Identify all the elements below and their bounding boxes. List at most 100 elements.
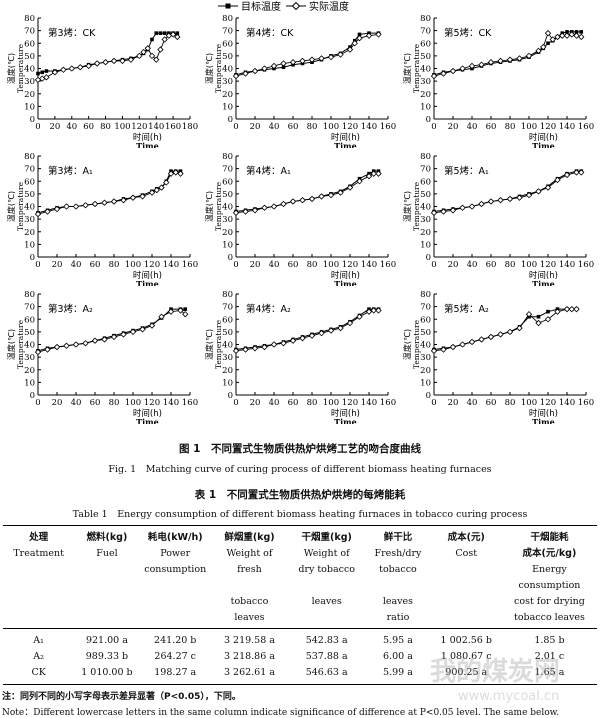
data-point-actual xyxy=(174,33,181,41)
table-header-en-row: leaves ratio tobacco leaves xyxy=(3,610,597,629)
y-tick-label: 30 xyxy=(24,353,35,363)
data-point-actual xyxy=(102,59,109,66)
x-tick-label: 20 xyxy=(448,398,459,408)
y-tick-label: 60 xyxy=(222,177,233,187)
y-tick-label: 0 xyxy=(426,391,431,401)
data-point-actual xyxy=(370,170,377,177)
data-point-actual xyxy=(34,210,42,218)
series-line-target xyxy=(433,308,577,351)
data-point-actual xyxy=(158,184,165,191)
data-point-actual xyxy=(430,72,438,80)
x-tick-label: 100 xyxy=(323,398,339,408)
y-tick-label: 50 xyxy=(420,328,431,338)
x-tick-label: 40 xyxy=(71,260,82,270)
data-point-target xyxy=(36,71,40,76)
table-header-cell: 成本(元/kg) xyxy=(522,548,577,559)
table-cell: 546.63 a xyxy=(288,665,366,685)
y-tick-label: 60 xyxy=(222,315,233,325)
y-tick-label: 70 xyxy=(420,303,431,313)
table-header-cell: consumption xyxy=(144,564,207,575)
data-point-target xyxy=(536,314,541,319)
y-tick-label: 80 xyxy=(24,14,35,24)
y-axis-label-en: Temperature xyxy=(214,43,223,93)
y-tick-label: 20 xyxy=(222,366,233,376)
y-axis-label: 温度(℃) xyxy=(204,53,214,84)
y-tick-label: 50 xyxy=(222,52,233,62)
x-tick-label: 40 xyxy=(66,122,77,132)
series-line-actual xyxy=(433,308,577,352)
x-tick-label: 100 xyxy=(323,260,339,270)
data-point-actual xyxy=(140,48,147,56)
data-point-actual xyxy=(449,67,457,75)
panel-title: 第4烤：A₂ xyxy=(246,303,291,315)
data-point-actual xyxy=(535,47,542,54)
data-point-actual xyxy=(77,64,84,71)
y-tick-label: 20 xyxy=(24,228,35,238)
x-tick-label: 60 xyxy=(90,398,101,408)
table-header-cell: Fuel xyxy=(96,548,118,559)
series-line-actual xyxy=(433,32,582,77)
data-point-actual xyxy=(535,188,542,195)
table-header-cell: leaves xyxy=(382,596,414,607)
data-point-actual xyxy=(308,195,316,203)
x-tick-label: 0 xyxy=(35,260,40,270)
series-line-actual xyxy=(235,33,379,77)
y-tick-label: 40 xyxy=(420,341,431,351)
x-tick-label: 40 xyxy=(269,260,280,270)
data-point-actual xyxy=(280,340,287,347)
data-point-target xyxy=(158,31,163,35)
chart-legend: 目标温度 实际温度 xyxy=(218,0,349,12)
data-point-actual xyxy=(177,307,184,314)
y-tick-label: 10 xyxy=(420,378,431,388)
data-point-actual xyxy=(153,56,160,63)
table-header-cell xyxy=(3,610,75,629)
data-point-actual xyxy=(299,57,306,65)
data-point-actual xyxy=(110,198,118,205)
x-tick-label: 60 xyxy=(90,260,101,270)
data-point-actual xyxy=(82,340,89,347)
data-point-actual xyxy=(365,32,373,39)
data-point-actual xyxy=(270,341,278,348)
table-cell: 3 219.58 a xyxy=(223,635,275,646)
data-point-actual xyxy=(43,74,50,81)
x-tick-label: 40 xyxy=(467,398,478,408)
chart-panel-4-a2: 0 10 20 30 40 50 60 70 80 0 20 40 60 80 100 120 140 160 温度… xyxy=(200,286,398,424)
table-cell: 1 080.67 c xyxy=(440,651,492,662)
y-tick-label: 20 xyxy=(420,366,431,376)
x-tick-label: 80 xyxy=(307,260,318,270)
y-tick-label: 20 xyxy=(420,90,431,100)
x-tick-label: 160 xyxy=(578,260,594,270)
x-tick-label: 120 xyxy=(144,260,160,270)
table-header-cell: Power xyxy=(160,548,191,559)
x-tick-label: 60 xyxy=(486,122,497,132)
table-cell: 241.20 b xyxy=(154,635,197,646)
data-point-actual xyxy=(44,346,51,353)
data-point-actual xyxy=(242,346,249,353)
y-tick-label: 40 xyxy=(420,65,431,75)
data-point-actual xyxy=(182,311,189,318)
data-point-actual xyxy=(544,29,552,37)
data-point-actual xyxy=(554,308,561,315)
x-tick-label: 20 xyxy=(448,260,459,270)
y-tick-label: 40 xyxy=(24,341,35,351)
data-point-target xyxy=(154,31,159,35)
data-point-actual xyxy=(337,324,344,332)
data-point-actual xyxy=(261,65,268,72)
y-tick-label: 0 xyxy=(228,391,233,401)
series-line-target xyxy=(235,32,379,76)
y-tick-label: 30 xyxy=(222,353,233,363)
data-point-actual xyxy=(525,311,533,318)
data-point-actual xyxy=(497,331,504,338)
data-point-actual xyxy=(440,346,447,353)
table-header-en-row: Treatment Fuel Power Weight of Weight of… xyxy=(3,546,597,562)
data-point-actual xyxy=(430,209,438,216)
data-point-actual xyxy=(478,336,485,343)
table-header-cell: leaves xyxy=(311,596,342,607)
y-tick-label: 70 xyxy=(24,165,35,175)
data-point-actual xyxy=(101,199,108,206)
data-point-actual xyxy=(139,193,146,200)
data-point-actual xyxy=(60,66,67,73)
y-tick-label: 40 xyxy=(222,341,233,351)
